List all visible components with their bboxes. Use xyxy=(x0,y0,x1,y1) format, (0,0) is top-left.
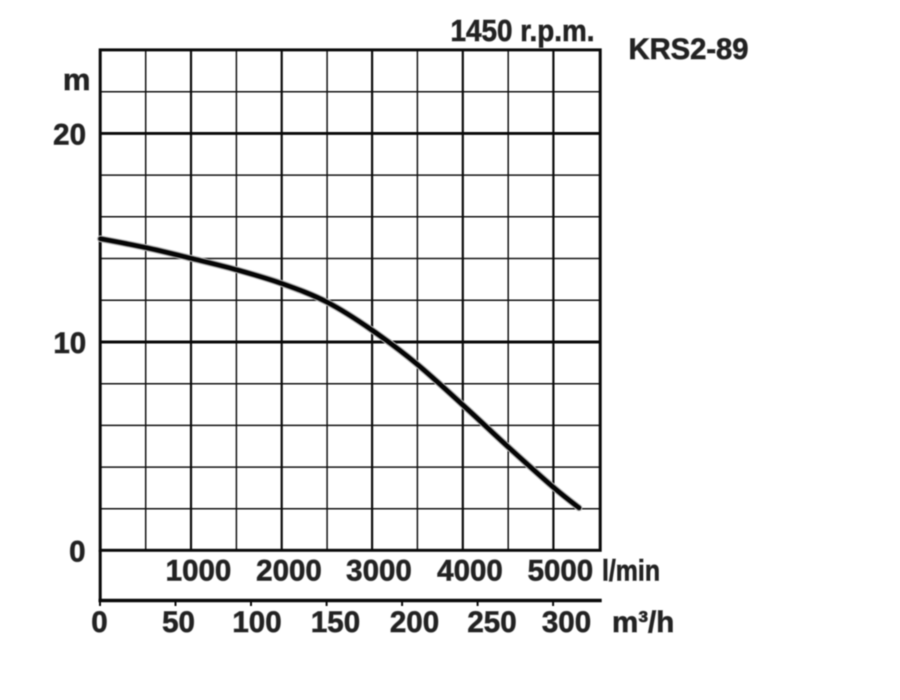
svg-text:10: 10 xyxy=(53,327,86,360)
svg-text:1000: 1000 xyxy=(166,555,232,588)
svg-text:1450 r.p.m.: 1450 r.p.m. xyxy=(451,14,595,48)
svg-text:300: 300 xyxy=(542,606,591,639)
svg-text:4000: 4000 xyxy=(437,555,503,588)
svg-text:0: 0 xyxy=(91,606,107,639)
svg-text:KRS2-89: KRS2-89 xyxy=(629,33,749,66)
svg-text:250: 250 xyxy=(467,606,516,639)
svg-text:100: 100 xyxy=(232,606,281,639)
svg-text:20: 20 xyxy=(53,118,86,151)
svg-text:5000: 5000 xyxy=(528,555,594,588)
svg-text:m: m xyxy=(63,62,91,97)
svg-text:50: 50 xyxy=(162,606,195,639)
svg-text:150: 150 xyxy=(311,606,360,639)
svg-text:0: 0 xyxy=(69,535,85,568)
svg-text:m³/h: m³/h xyxy=(612,606,674,639)
svg-text:3000: 3000 xyxy=(346,555,412,588)
svg-text:200: 200 xyxy=(390,606,439,639)
svg-text:2000: 2000 xyxy=(256,555,322,588)
svg-text:l/min: l/min xyxy=(602,555,660,588)
